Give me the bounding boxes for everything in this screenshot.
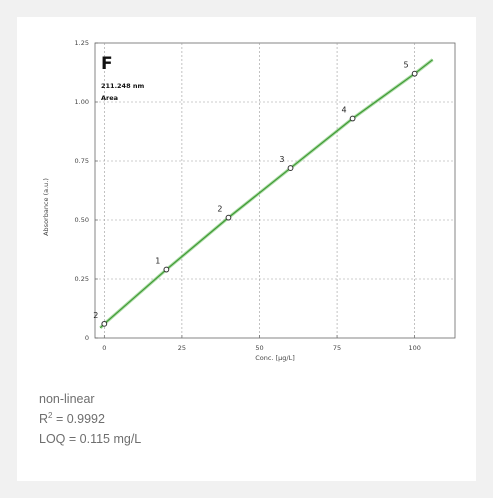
calibration-plot-svg: 0 25 50 75 100 0 0.25 0.50 0.75 1.00 1.25 2 1 2 3 4 5 F… [42,39,456,362]
y-tick-label: 0.75 [75,157,89,165]
data-point-label: 5 [404,61,409,70]
data-point [349,115,356,122]
x-tick-label: 25 [178,344,186,352]
data-point [411,70,418,77]
data-point-label: 1 [155,257,160,266]
fit-type-text: non-linear [39,392,95,406]
fit-line [99,59,434,329]
plot-area [94,42,456,339]
data-point [225,214,232,221]
chart-card: 0 25 50 75 100 0 0.25 0.50 0.75 1.00 1.25 2 1 2 3 4 5 F… [17,17,476,481]
x-axis-label: Conc. [µg/L] [255,354,295,362]
data-point-label: 2 [93,311,98,320]
data-point-label: 3 [279,155,284,164]
r-squared-text: R2 = 0.9992 [39,410,105,426]
data-point-label: 2 [217,205,222,214]
wavelength-annotation: 211.248 nm [101,82,144,90]
data-point [163,266,170,273]
x-tick-label: 100 [408,344,420,352]
fit-caption: non-linear R2 = 0.9992 LOQ = 0.115 mg/L [39,389,141,449]
loq-text: LOQ = 0.115 mg/L [39,432,142,446]
y-axis-label: Absorbance (a.u.) [42,178,50,236]
x-tick-label: 0 [102,344,106,352]
data-series: 2 1 2 3 4 5 [93,58,434,329]
y-tick-label: 0 [85,334,89,342]
y-tick-label: 1.25 [75,39,89,47]
data-point [287,165,294,171]
calibration-chart: 0 25 50 75 100 0 0.25 0.50 0.75 1.00 1.25 2 1 2 3 4 5 F… [17,17,476,377]
data-point-label: 4 [341,106,346,115]
mode-annotation: Area [101,94,118,102]
x-tick-label: 75 [333,344,341,352]
x-tick-label: 50 [255,344,263,352]
y-tick-label: 1.00 [75,98,89,106]
panel-label: F [101,54,113,74]
data-point [101,320,108,327]
y-tick-label: 0.25 [75,275,89,283]
y-tick-label: 0.50 [75,216,89,224]
grid-lines [95,42,455,339]
